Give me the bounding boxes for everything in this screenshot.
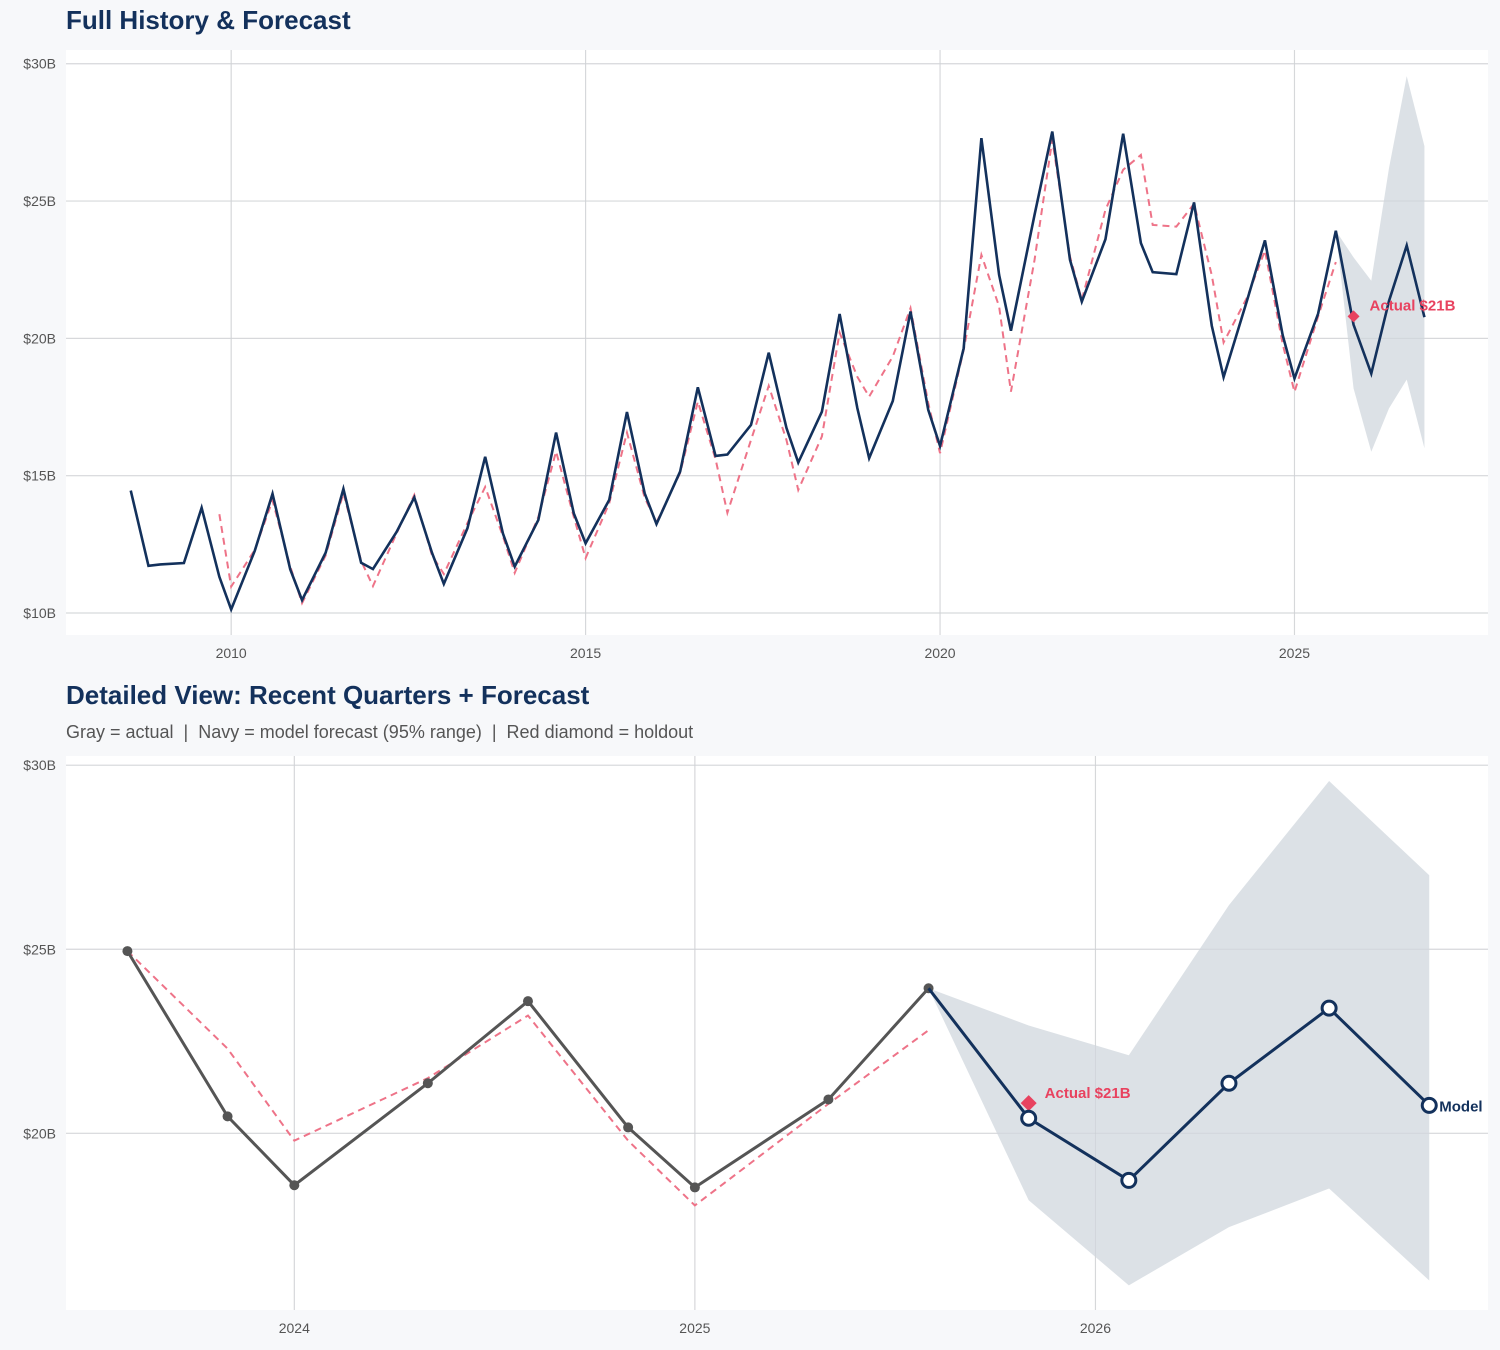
fitted-series-line xyxy=(218,139,1337,606)
fitted-series-line xyxy=(126,950,930,1207)
forecast-95-range-band xyxy=(928,781,1430,1286)
y-tick-label: $20B xyxy=(23,330,56,346)
x-tick-label: 2025 xyxy=(1279,645,1310,661)
x-tick-label: 2020 xyxy=(924,645,955,661)
bottom-chart-subtitle: Gray = actual | Navy = model forecast (9… xyxy=(66,722,694,742)
forecast-95-range-band xyxy=(1335,76,1425,452)
y-tick-label: $30B xyxy=(23,757,56,773)
x-tick-label: 2010 xyxy=(216,645,247,661)
y-tick-label: $25B xyxy=(23,941,56,957)
holdout-diamond xyxy=(1020,1095,1037,1112)
forecast-point xyxy=(1220,1074,1238,1092)
actual-point xyxy=(289,1180,300,1191)
actual-point xyxy=(689,1182,700,1193)
actual-point xyxy=(422,1078,433,1089)
y-tick-label: $15B xyxy=(23,468,56,484)
top-chart-title: Full History & Forecast xyxy=(66,5,351,35)
y-tick-label: $30B xyxy=(23,56,56,72)
y-tick-label: $10B xyxy=(23,605,56,621)
forecast-series-line xyxy=(927,987,1431,1183)
bottom-chart-title: Detailed View: Recent Quarters + Forecas… xyxy=(66,680,590,710)
forecast-point xyxy=(1020,1109,1038,1127)
forecast-point xyxy=(1320,999,1338,1017)
plot-area xyxy=(66,50,1488,635)
holdout-label: Actual $21B xyxy=(1045,1085,1131,1102)
forecast-point xyxy=(1420,1096,1438,1114)
forecast-model-label: Model xyxy=(1439,1098,1482,1115)
x-tick-label: 2025 xyxy=(679,1320,710,1336)
actual-point xyxy=(522,996,533,1007)
y-tick-label: $25B xyxy=(23,193,56,209)
actual-point xyxy=(222,1111,233,1122)
holdout-diamond xyxy=(1347,310,1360,323)
actual-point xyxy=(623,1122,634,1133)
x-tick-label: 2015 xyxy=(570,645,601,661)
x-tick-label: 2024 xyxy=(279,1320,310,1336)
detailed-view-chart: $20B $25B $30B 2024 2025 2026 Actual $21B Model xyxy=(23,756,1488,1336)
y-tick-label: $20B xyxy=(23,1125,56,1141)
holdout-label: Actual $21B xyxy=(1370,297,1456,314)
actual-point xyxy=(823,1094,834,1105)
actual-and-forecast-line xyxy=(129,131,1426,614)
actual-point xyxy=(122,946,133,957)
full-history-chart: $10B $15B $20B $25B $30B 2010 2015 2020 2025 Actu… xyxy=(23,50,1488,661)
x-tick-label: 2026 xyxy=(1080,1320,1111,1336)
forecast-point xyxy=(1120,1171,1138,1189)
